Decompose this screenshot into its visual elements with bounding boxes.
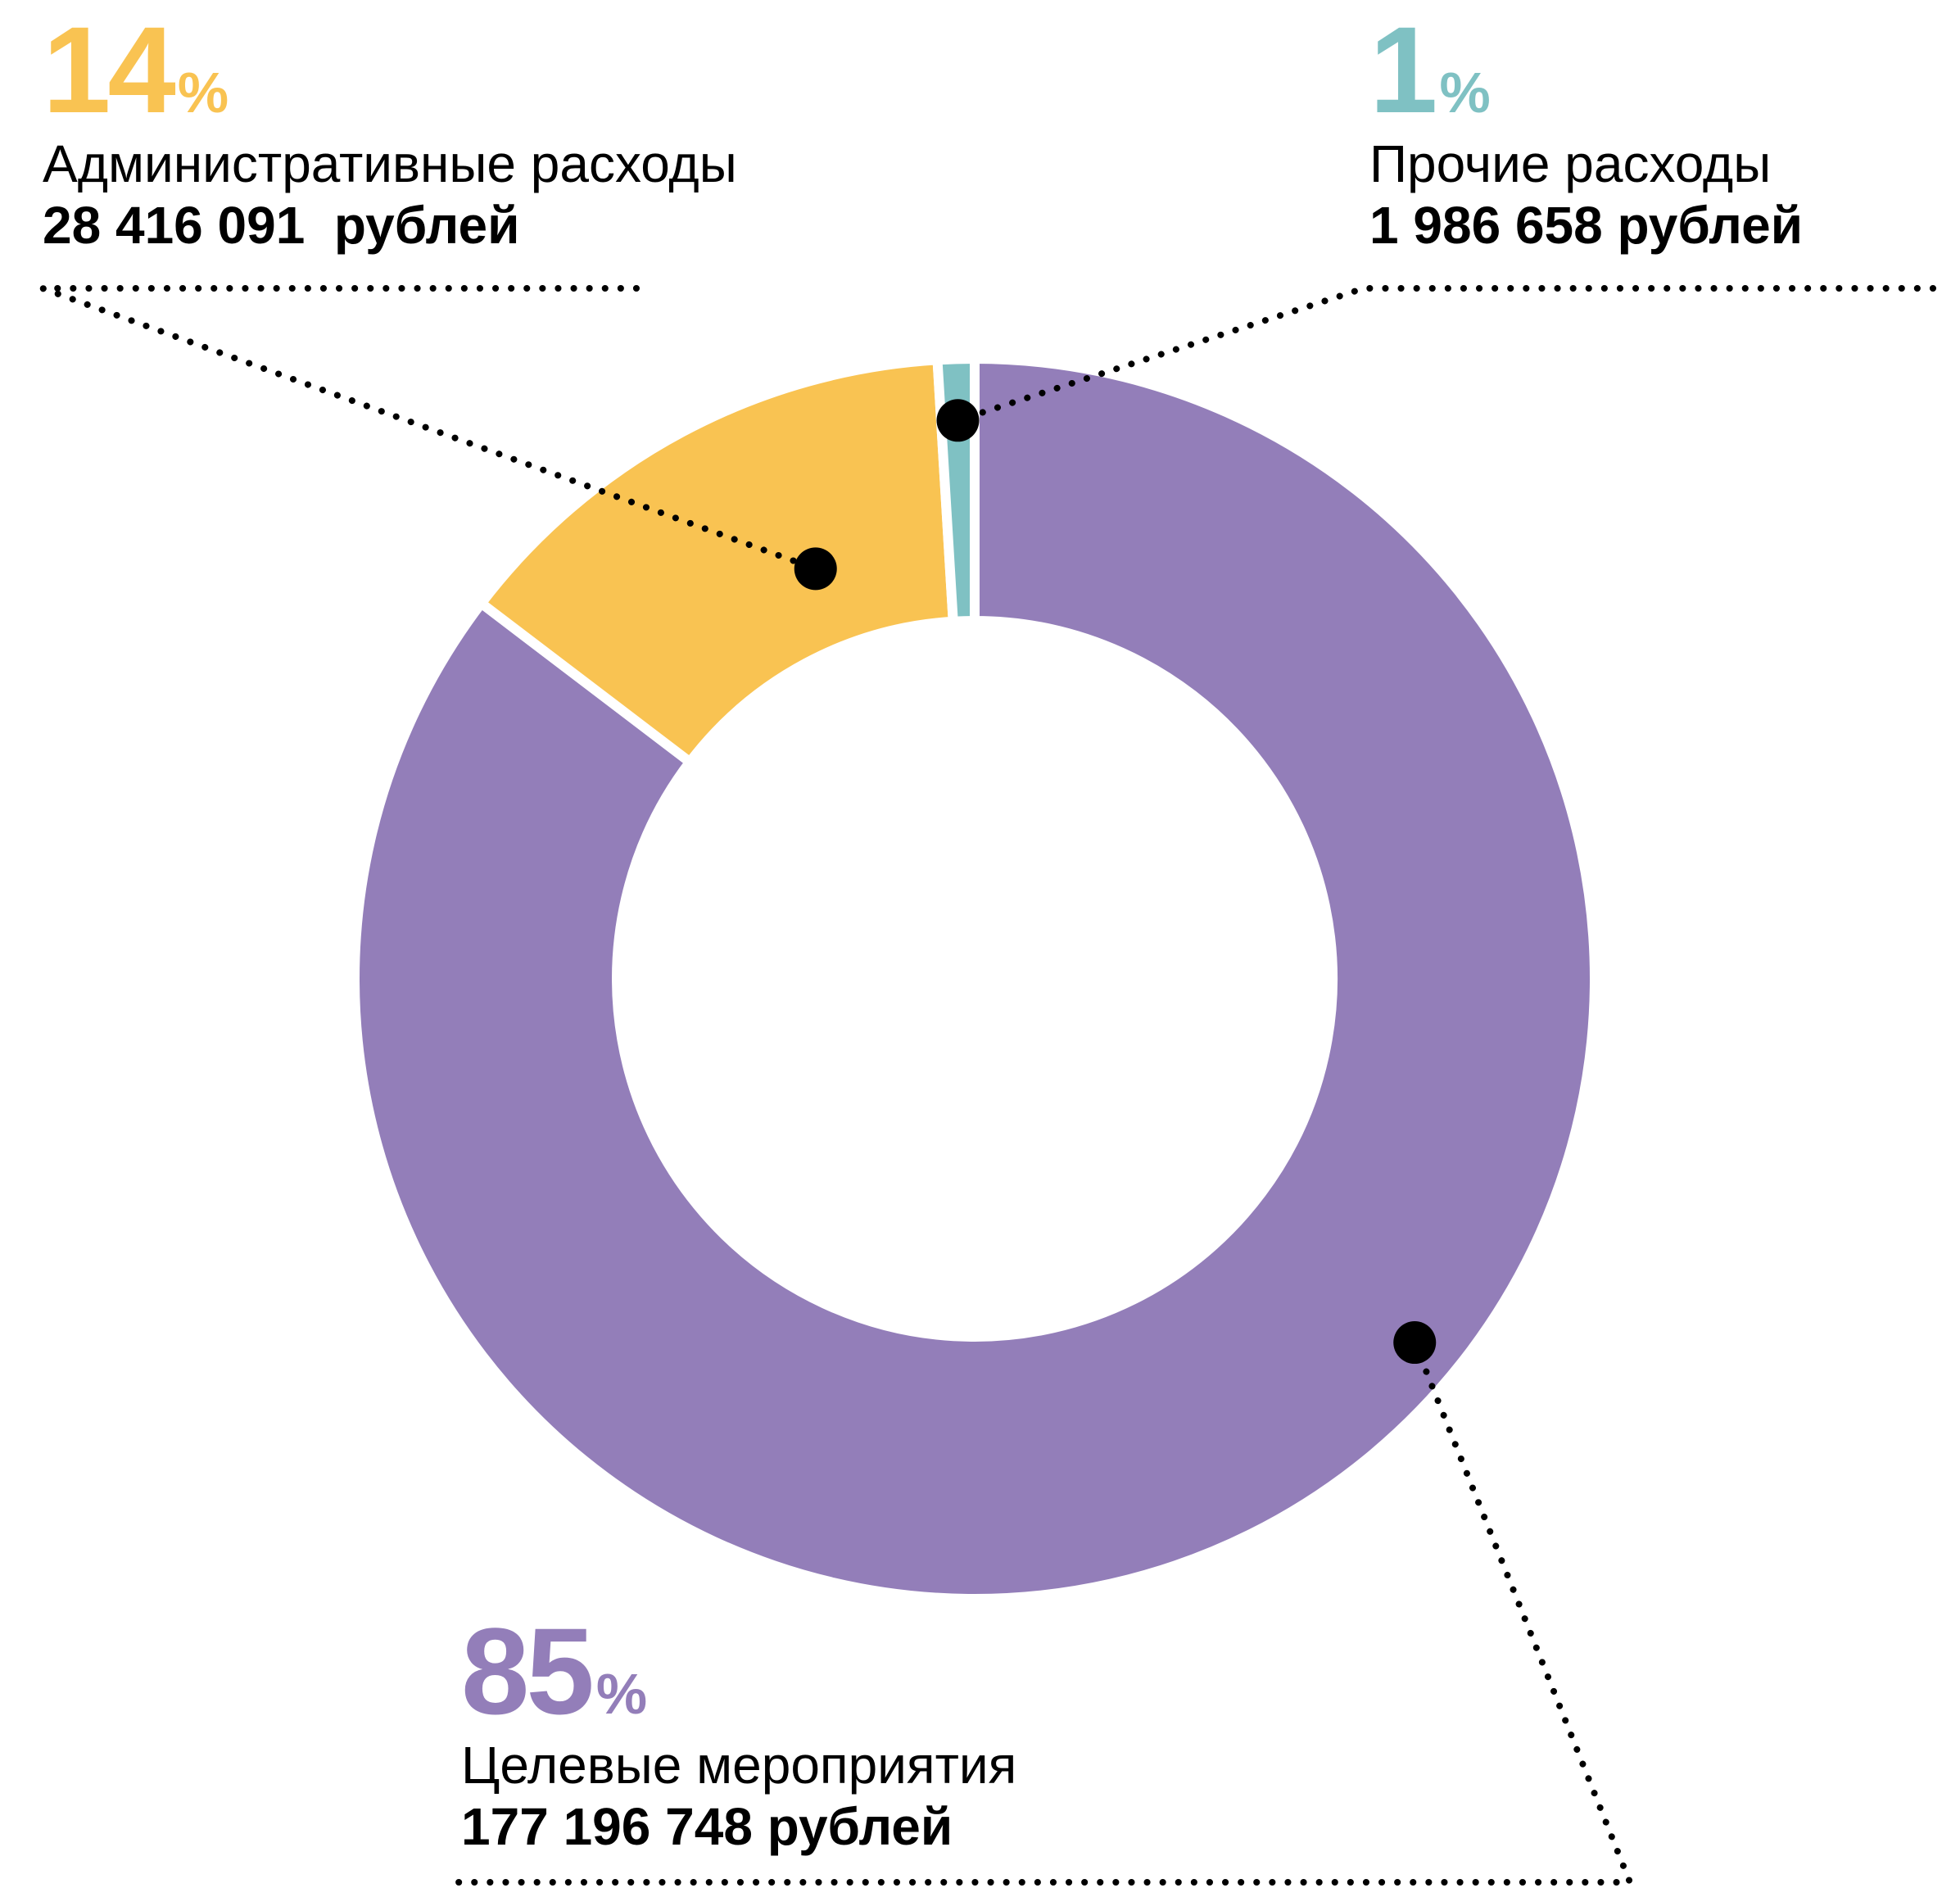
target-amount: 177 196 748 рублей bbox=[461, 1796, 953, 1856]
target-name: Целевые мероприятия bbox=[461, 1736, 1017, 1795]
leader-line-admin bbox=[41, 285, 819, 573]
slice-admin bbox=[474, 355, 959, 769]
admin-percent-value: 14 bbox=[43, 1, 176, 138]
other-percent-value: 1 bbox=[1369, 1, 1437, 138]
slice-target bbox=[350, 353, 1600, 1604]
marker-target bbox=[1393, 1321, 1437, 1365]
admin-percent: 14% bbox=[43, 8, 737, 131]
marker-admin bbox=[794, 547, 837, 591]
target-percent-value: 85 bbox=[461, 1602, 595, 1740]
other-percent: 1% bbox=[1369, 8, 1803, 131]
other-name: Прочие расходы bbox=[1369, 134, 1772, 193]
leader-line-other bbox=[954, 285, 1936, 424]
target-percent-sign: % bbox=[595, 1662, 648, 1726]
target-percent: 85% bbox=[461, 1610, 1016, 1732]
leader-line-target bbox=[455, 1339, 1635, 1886]
label-admin: 14% Административные расходы 28 416 091 … bbox=[43, 8, 737, 256]
admin-percent-sign: % bbox=[177, 61, 229, 125]
admin-amount: 28 416 091 рублей bbox=[43, 195, 520, 255]
label-other: 1% Прочие расходы 1 986 658 рублей bbox=[1369, 8, 1803, 256]
marker-other bbox=[936, 399, 980, 442]
other-percent-sign: % bbox=[1439, 61, 1491, 125]
admin-name: Административные расходы bbox=[43, 134, 737, 193]
label-target: 85% Целевые мероприятия 177 196 748 рубл… bbox=[461, 1610, 1016, 1857]
other-amount: 1 986 658 рублей bbox=[1369, 195, 1804, 255]
